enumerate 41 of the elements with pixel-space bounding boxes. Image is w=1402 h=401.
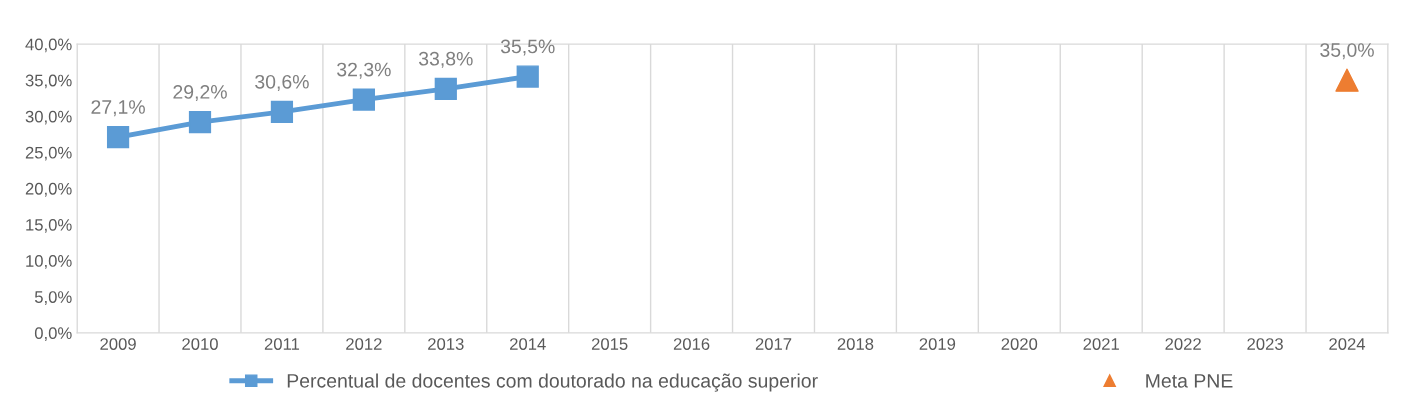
data-label: 27,1% (91, 100, 145, 117)
point (352, 88, 375, 111)
x-tick-label: 2024 (1329, 338, 1366, 350)
x-tick-label: 2016 (673, 338, 710, 350)
x-tick-label: 2013 (428, 338, 464, 350)
y-tick-label: 20,0% (25, 182, 72, 197)
x-tick-label: 2021 (1083, 338, 1119, 350)
y-tick-label: 5,0% (34, 291, 72, 305)
x-tick-label: 2020 (1001, 338, 1038, 350)
point (106, 126, 130, 149)
y-tick-label: 0,0% (34, 327, 72, 341)
point (270, 100, 294, 124)
y-tick-label: 10,0% (26, 255, 72, 269)
data-label: 35,5% (500, 39, 555, 56)
legend-label: Percentual de docentes com doutorado na educação superior (287, 373, 818, 392)
data-label: 33,8% (418, 51, 473, 68)
data-label: 32,3% (337, 62, 391, 79)
y-tick-label: 15,0% (26, 218, 72, 233)
y-tick-label: 40,0% (25, 38, 72, 53)
x-tick-label: 2009 (100, 338, 136, 350)
point (188, 110, 212, 134)
data-label: 30,6% (255, 74, 309, 91)
x-tick-label: 2017 (755, 338, 792, 350)
y-tick-label: 25,0% (25, 146, 72, 161)
data-label: 29,2% (173, 85, 227, 102)
legend-label: Meta PNE (1146, 374, 1233, 388)
point (1335, 68, 1359, 92)
x-tick-label: 2011 (264, 338, 300, 350)
x-tick-label: 2022 (1165, 338, 1201, 350)
x-tick-label: 2015 (591, 338, 628, 350)
x-tick-label: 2019 (919, 338, 956, 350)
data-label: 35,0% (1320, 43, 1374, 60)
y-tick-label: 30,0% (25, 110, 72, 125)
x-tick-label: 2014 (510, 338, 546, 350)
x-tick-label: 2018 (837, 338, 874, 350)
x-tick-label: 2010 (182, 338, 218, 350)
point (516, 65, 539, 88)
point (434, 77, 457, 100)
x-tick-label: 2012 (346, 338, 382, 350)
y-tick-label: 35,0% (25, 74, 72, 89)
x-tick-label: 2023 (1247, 338, 1283, 350)
